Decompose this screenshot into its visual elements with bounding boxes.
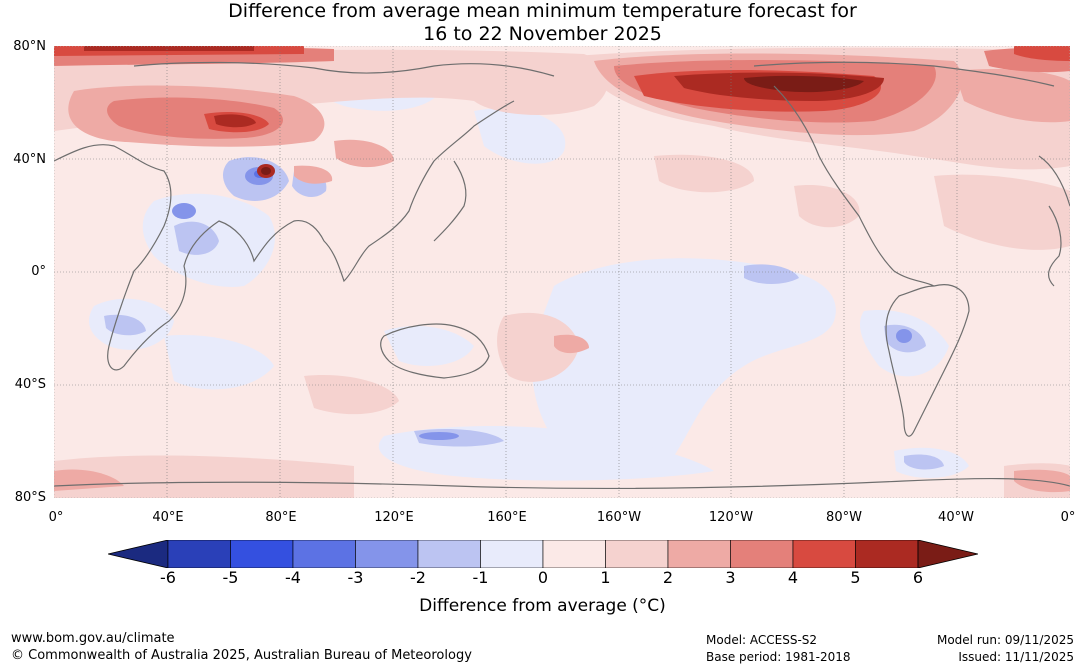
colorbar-segment	[730, 540, 794, 568]
lat-label-40s: 40°S	[14, 377, 46, 392]
colorbar-tick-label: 0	[537, 568, 549, 587]
colorbar-tick-label: -3	[347, 568, 364, 587]
title-line-1: Difference from average mean minimum tem…	[228, 0, 857, 22]
colorbar-tick-label: 2	[662, 568, 674, 587]
lon-label-120w: 120°W	[708, 510, 754, 525]
lat-label-40n: 40°N	[13, 152, 46, 167]
lat-label-80s: 80°S	[14, 490, 46, 505]
colorbar-segment	[167, 540, 231, 568]
colorbar-tick-label: 5	[850, 568, 861, 587]
lon-label-40w: 40°W	[938, 510, 974, 525]
colorbar-title: Difference from average (°C)	[419, 596, 666, 616]
footer-model: Model: ACCESS-S2	[706, 633, 818, 647]
graticule	[54, 46, 1070, 498]
colorbar-svg	[108, 540, 978, 568]
warm-regions-core	[261, 75, 864, 175]
colorbar-segment	[230, 540, 294, 568]
lon-label-120e: 120°E	[374, 510, 414, 525]
colorbar-segment	[355, 540, 419, 568]
colorbar-segment	[417, 540, 481, 568]
footer-base-period: Base period: 1981-2018	[706, 650, 851, 664]
lon-label-40e: 40°E	[152, 510, 184, 525]
colorbar-extend-low	[108, 540, 169, 568]
map-svg	[54, 46, 1070, 498]
colorbar-segment	[792, 540, 856, 568]
colorbar-tick-label: -1	[472, 568, 489, 587]
map-title: Difference from average mean minimum tem…	[0, 0, 1085, 46]
colorbar-segment	[605, 540, 669, 568]
colorbar-segment	[292, 540, 356, 568]
colorbar-segment	[855, 540, 919, 568]
colorbar-tick-label: -5	[222, 568, 239, 587]
lon-label-0-right: 0°	[1060, 510, 1076, 525]
colorbar-segment	[667, 540, 731, 568]
lon-label-160w: 160°W	[596, 510, 642, 525]
lon-label-160e: 160°E	[487, 510, 527, 525]
colorbar-segment	[542, 540, 606, 568]
footer-issued: Issued: 11/11/2025	[958, 650, 1074, 664]
colorbar-tick-label: 6	[912, 568, 924, 587]
colorbar-extend-high	[917, 540, 978, 568]
colorbar-tick-label: -6	[160, 568, 176, 587]
forecast-map	[54, 46, 1070, 498]
colorbar-tick-label: -2	[410, 568, 426, 587]
coastlines	[54, 61, 1070, 490]
lon-label-80e: 80°E	[265, 510, 297, 525]
footer-model-run: Model run: 09/11/2025	[936, 633, 1074, 647]
lon-label-0-left: 0°	[48, 510, 64, 525]
lon-label-80w: 80°W	[826, 510, 862, 525]
colorbar-tick-label: -4	[285, 568, 301, 587]
lat-label-80n: 80°N	[13, 39, 46, 54]
lat-label-equator: 0°	[31, 264, 46, 279]
colorbar	[108, 540, 978, 568]
colorbar-tick-label: 3	[725, 568, 736, 587]
footer-copyright: © Commonwealth of Australia 2025, Austra…	[11, 648, 472, 663]
colorbar-segment	[480, 540, 544, 568]
footer-website[interactable]: www.bom.gov.au/climate	[11, 631, 175, 646]
colorbar-tick-label: 1	[600, 568, 611, 587]
colorbar-tick-label: 4	[787, 568, 799, 587]
title-line-2: 16 to 22 November 2025	[423, 23, 662, 45]
